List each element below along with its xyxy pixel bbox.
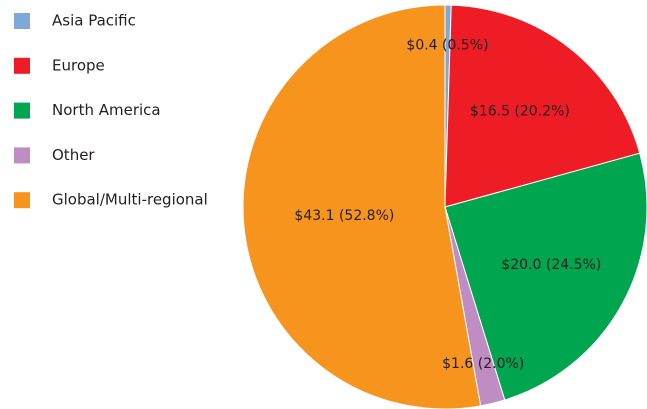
pie-slice bbox=[444, 152, 647, 401]
data-label: $1.6 (2.0%) bbox=[442, 356, 524, 372]
legend-swatch bbox=[14, 192, 30, 209]
legend-label: North America bbox=[52, 101, 161, 119]
data-label: $43.1 (52.8%) bbox=[294, 208, 394, 224]
data-label: $16.5 (20.2%) bbox=[470, 104, 570, 120]
legend-swatch bbox=[14, 147, 30, 164]
data-label: $0.4 (0.5%) bbox=[406, 37, 488, 53]
data-label: $20.0 (24.5%) bbox=[501, 257, 601, 273]
pie-slice bbox=[242, 4, 482, 409]
legend-swatch bbox=[14, 13, 30, 29]
legend-label: Other bbox=[52, 146, 95, 164]
legend-label: Global/Multi-regional bbox=[52, 191, 208, 209]
legend-swatch bbox=[14, 57, 30, 74]
pie-slice bbox=[444, 4, 641, 208]
legend-label: Europe bbox=[52, 56, 105, 74]
legend-swatch bbox=[14, 102, 30, 119]
legend-label: Asia Pacific bbox=[52, 12, 136, 30]
